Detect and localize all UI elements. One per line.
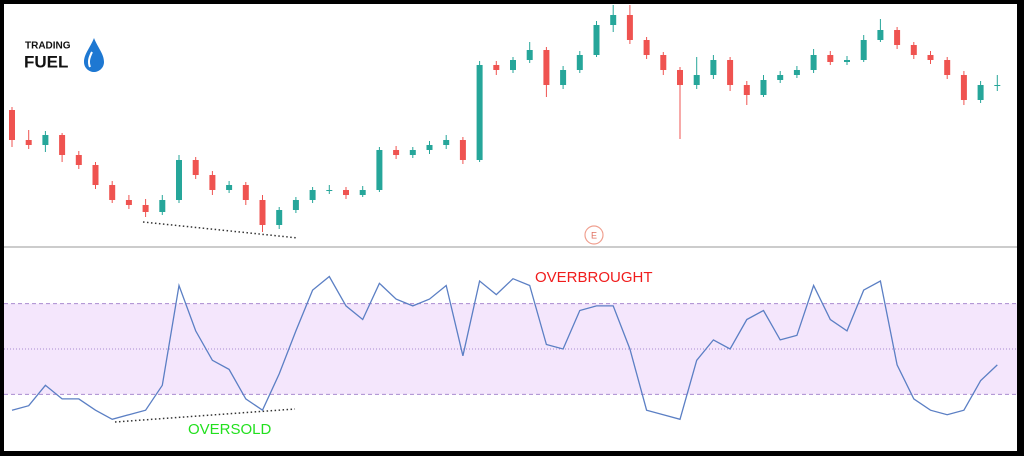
candle-body (844, 60, 850, 62)
annotation: OVERBROUGHT (535, 269, 653, 286)
candle-body (9, 110, 15, 140)
candle-body (560, 70, 567, 85)
candle-body (109, 185, 116, 200)
candle-body (793, 70, 800, 75)
candle-body (643, 40, 650, 55)
candle-body (610, 15, 617, 25)
logo-drop-shine (87, 51, 93, 68)
candle-body (476, 65, 483, 160)
candle-body (42, 135, 49, 145)
candle-body (309, 190, 316, 200)
candle-body (593, 25, 600, 55)
candle-body (426, 145, 433, 150)
candle-body (226, 185, 233, 190)
candle-body (660, 55, 667, 70)
candle-body (543, 50, 550, 85)
candle-body (493, 65, 500, 70)
candle-body (760, 80, 767, 95)
candle-body (576, 55, 583, 70)
candle-body (459, 140, 466, 160)
candle-body (894, 30, 901, 45)
candle-body (242, 185, 249, 200)
candle-body (343, 190, 349, 195)
candle-body (443, 140, 450, 145)
annotation: OVERSOLD (188, 421, 272, 438)
candle-body (727, 60, 734, 85)
candle-body (359, 190, 366, 195)
candle-body (626, 15, 633, 40)
candle-body (192, 160, 199, 175)
candle-body (743, 85, 750, 95)
candle-body (510, 60, 516, 70)
candle-body (25, 140, 32, 145)
candle-body (860, 40, 867, 60)
candle-body (877, 30, 884, 40)
candle-body (910, 45, 917, 55)
candle-body (75, 155, 82, 165)
candle-body (376, 150, 383, 190)
candle-body (59, 135, 66, 155)
logo-text: FUEL (24, 52, 68, 71)
candle-body (209, 175, 216, 190)
candle-body (927, 55, 934, 60)
candle-body (994, 85, 1001, 86)
candle-body (409, 150, 416, 155)
candle-body (259, 200, 266, 225)
candle-body (960, 75, 967, 100)
candle-body (292, 200, 299, 210)
logo-text: TRADING (25, 41, 71, 52)
candle-body (176, 160, 182, 200)
rsi-line (11, 275, 998, 421)
candle-body (526, 50, 533, 60)
candle-body (693, 75, 700, 85)
event-marker[interactable] (584, 225, 604, 245)
candle-body (159, 200, 166, 212)
candle-body (125, 200, 132, 205)
candle-body (677, 70, 683, 85)
candle-body (276, 210, 283, 225)
rsi-background (4, 303, 1017, 395)
candle-body (142, 205, 149, 212)
candle-body (326, 190, 333, 191)
event-label: E (591, 230, 597, 240)
candle-body (710, 60, 717, 75)
candle-body (944, 60, 951, 75)
candle-body (977, 85, 984, 100)
candle-body (777, 75, 784, 80)
candle-body (810, 55, 817, 70)
candle-body (92, 165, 99, 185)
candle-body (393, 150, 400, 155)
candle-body (827, 55, 834, 62)
